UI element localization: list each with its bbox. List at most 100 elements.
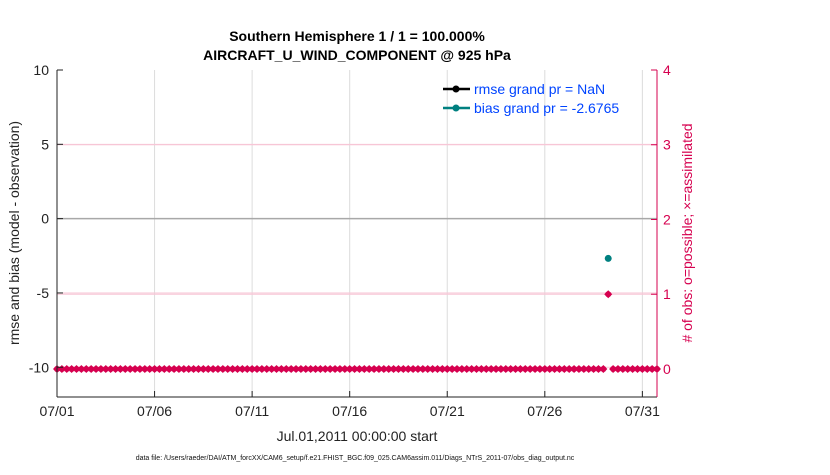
x-tick-label: 07/26 — [527, 403, 562, 419]
obs-count-marker-dot — [219, 365, 226, 372]
obs-count-marker-dot — [68, 365, 75, 372]
obs-count-marker-dot — [346, 365, 353, 372]
obs-count-marker-dot — [517, 365, 524, 372]
obs-count-marker-dot — [361, 365, 368, 372]
obs-count-marker-dot — [410, 365, 417, 372]
obs-count-marker-dot — [458, 365, 465, 372]
obs-count-marker-dot — [190, 365, 197, 372]
y-tick-label: 0 — [41, 211, 49, 227]
obs-count-marker-dot — [258, 365, 265, 372]
x-tick-label: 07/16 — [332, 403, 367, 419]
obs-count-marker-dot — [200, 365, 207, 372]
obs-count-marker-dot — [624, 365, 631, 372]
axes: 07/01 07/06 07/11 07/16 07/21 07/26 07/3143210… — [29, 62, 671, 419]
obs-count-marker-dot — [497, 365, 504, 372]
obs-count-marker-dot — [619, 365, 626, 372]
obs-count-marker-dot — [429, 365, 436, 372]
legend-entry-bias: bias grand pr = -2.6765 — [474, 100, 619, 116]
obs-count-marker-dot — [527, 365, 534, 372]
obs-count-marker-dot — [273, 365, 280, 372]
obs-count-marker-dot — [88, 365, 95, 372]
obs-count-marker-dot — [322, 365, 329, 372]
obs-count-marker-dot — [307, 365, 314, 372]
obs-count-marker-dot — [375, 365, 382, 372]
obs-count-marker-dot — [463, 365, 470, 372]
y-right-tick-label: 4 — [663, 62, 671, 78]
obs-count-marker-dot — [634, 365, 641, 372]
obs-count-marker-dot — [195, 365, 202, 372]
obs-count-marker-dot — [293, 365, 300, 372]
obs-count-marker-dot — [575, 365, 582, 372]
obs-count-marker-dot — [249, 365, 256, 372]
obs-count-marker-dot — [414, 365, 421, 372]
obs-count-marker-dot — [502, 365, 509, 372]
obs-count-marker-dot — [644, 365, 651, 372]
y-right-tick-label: 3 — [663, 137, 671, 153]
obs-count-marker-dot — [78, 365, 85, 372]
obs-count-marker-dot — [512, 365, 519, 372]
obs-count-marker-dot — [580, 365, 587, 372]
obs-count-marker-dot — [639, 365, 646, 372]
y-axis-right-label: # of obs: o=possible; ×=assimilated — [679, 123, 695, 342]
obs-count-marker-dot — [327, 365, 334, 372]
obs-count-marker-dot — [585, 365, 592, 372]
obs-count-marker-dot — [507, 365, 514, 372]
grid — [56, 70, 657, 397]
obs-count-marker-dot — [161, 365, 168, 372]
x-tick-label: 07/31 — [625, 403, 660, 419]
y-right-tick-label: 2 — [663, 211, 671, 227]
obs-count-marker-dot — [468, 365, 475, 372]
obs-count-marker-dot — [522, 365, 529, 372]
y-tick-label: -10 — [29, 359, 49, 375]
obs-count-marker-dot — [400, 365, 407, 372]
obs-count-marker-dot — [551, 365, 558, 372]
obs-count-marker-dot — [254, 365, 260, 372]
obs-count-marker-dot — [180, 365, 187, 372]
obs-count-marker-dot — [566, 365, 573, 372]
obs-count-marker-dot — [341, 365, 348, 372]
obs-count-marker-dot — [473, 365, 480, 372]
legend: rmse grand pr = NaN bias grand pr = -2.6… — [443, 81, 619, 116]
obs-count-marker-dot — [175, 365, 182, 372]
obs-count-marker-dot — [600, 365, 607, 372]
obs-count-marker-dot — [541, 365, 548, 372]
y-axis-label: rmse and bias (model - observation) — [6, 121, 22, 345]
obs-count-marker-dot — [556, 365, 563, 372]
obs-count-marker-dot — [351, 365, 358, 372]
obs-count-marker-dot — [244, 365, 251, 372]
obs-count-marker-dot — [595, 365, 602, 372]
legend-entry-rmse: rmse grand pr = NaN — [474, 81, 605, 97]
obs-count-marker-dot — [112, 365, 119, 372]
x-axis-label: Jul.01,2011 00:00:00 start — [277, 428, 438, 444]
obs-count-marker-dot — [610, 365, 617, 372]
obs-count-marker-dot — [405, 365, 412, 372]
obs-count-marker-dot — [214, 365, 221, 372]
obs-count-marker-dot — [239, 365, 246, 372]
chart-title-line1: Southern Hemisphere 1 / 1 = 100.000% — [229, 28, 485, 44]
obs-count-marker-dot — [380, 365, 387, 372]
obs-count-marker-dot — [390, 365, 397, 372]
obs-count-marker-dot — [439, 365, 446, 372]
obs-count-marker-dot — [288, 365, 295, 372]
obs-count-marker-dot — [449, 365, 456, 372]
obs-count-marker-dot — [629, 365, 636, 372]
obs-count-marker-dot — [536, 365, 543, 372]
chart-title-line2: AIRCRAFT_U_WIND_COMPONENT @ 925 hPa — [203, 47, 511, 63]
obs-count-marker-dot — [224, 365, 231, 372]
obs-count-marker-dot — [156, 365, 163, 372]
obs-count-marker-dot — [454, 365, 460, 372]
y-tick-label: 10 — [33, 62, 49, 78]
obs-count-marker-dot — [395, 365, 402, 372]
obs-count-marker-dot — [434, 365, 441, 372]
obs-count-marker-dot — [371, 365, 378, 372]
obs-count-marker-dot — [317, 365, 324, 372]
obs-count-marker-dot — [493, 365, 500, 372]
obs-count-marker-dot — [590, 365, 597, 372]
obs-count-marker-dot — [229, 365, 236, 372]
obs-count-marker-dot — [385, 365, 392, 372]
obs-count-marker-dot — [268, 365, 275, 372]
obs-count-marker-dot — [356, 365, 363, 372]
legend-marker-bias — [452, 104, 460, 112]
y-tick-label: -5 — [37, 285, 50, 301]
